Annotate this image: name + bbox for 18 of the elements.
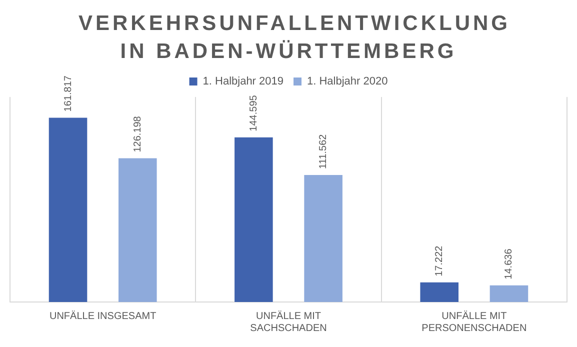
data-label: 126.198: [132, 116, 144, 152]
data-label: 111.562: [318, 134, 330, 169]
data-label: 161.817: [62, 75, 74, 112]
chart-title: VERKEHRSUNFALLENTWICKLUNG IN BADEN-WÜRTTEMBERG: [78, 11, 510, 65]
bar: [420, 282, 458, 302]
x-tick-label: UNFÄLLE INSGESAMT: [49, 310, 156, 322]
bar: [490, 285, 528, 302]
bar: [48, 118, 88, 302]
data-label: 144.595: [248, 94, 260, 132]
bar: [234, 137, 273, 302]
legend-label: 1. Halbjahr 2019: [202, 76, 284, 88]
data-label: 14.636: [504, 248, 515, 280]
legend-label: 1. Halbjahr 2020: [307, 76, 388, 88]
x-tick-label: UNFÄLLE MIT PERSONENSCHADEN: [422, 310, 527, 334]
x-tick-label: UNFÄLLE MIT SACHSCHADEN: [250, 310, 327, 334]
bar: [304, 174, 342, 302]
bar: [118, 158, 157, 302]
data-label: 17.222: [434, 245, 446, 276]
